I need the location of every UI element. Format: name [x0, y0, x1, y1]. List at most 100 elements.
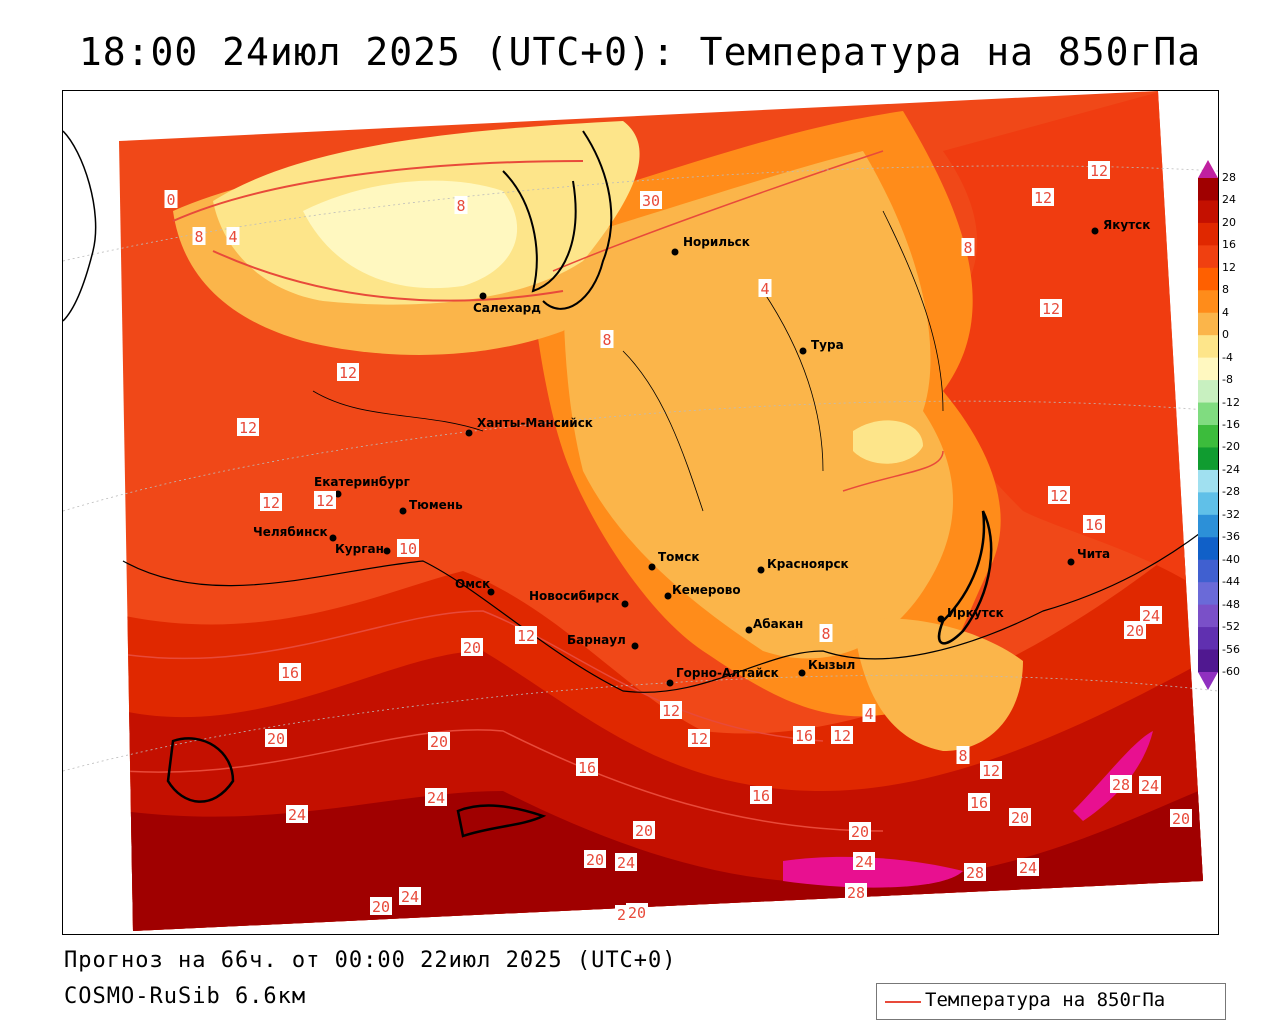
colorbar-band	[1198, 649, 1218, 673]
contour-label: 24	[401, 888, 419, 906]
contour-label-box	[1032, 188, 1054, 206]
contour-label: 8	[958, 747, 967, 765]
colorbar-band	[1198, 357, 1218, 381]
city-markers: Норильск Якутск Салехард Тура Ханты-Мансийск…	[253, 218, 1150, 687]
contour-label-box	[1009, 808, 1031, 826]
city-dot	[621, 600, 629, 608]
contour-label-box	[968, 793, 990, 811]
city-label: Кемерово	[672, 583, 741, 597]
contour-label: 12	[1042, 300, 1060, 318]
contour-label: 12	[1050, 487, 1068, 505]
contour-label: 24	[855, 853, 873, 871]
contour-label: 24	[1141, 777, 1159, 795]
contour-label: 12	[262, 494, 280, 512]
colorbar-tick-label: 24	[1222, 193, 1236, 207]
colorbar-tick-label: -8	[1222, 373, 1233, 387]
contour-label-box	[399, 887, 421, 905]
colorbar	[1198, 160, 1218, 690]
contour-label: 16	[752, 787, 770, 805]
contour-label: 12	[517, 627, 535, 645]
contour-line	[122, 729, 884, 832]
city-label: Томск	[658, 550, 700, 564]
contour-label-box	[845, 883, 867, 901]
colorbar-band	[1198, 178, 1218, 201]
contour-label: 20	[586, 851, 604, 869]
contour-label-box	[600, 330, 614, 348]
contour-label: 16	[281, 664, 299, 682]
contour-label: 8	[194, 228, 203, 246]
model-name: COSMO-RuSib 6.6км	[64, 984, 307, 1009]
contour-label-box	[862, 704, 876, 722]
colorbar-band	[1198, 267, 1218, 291]
contour-label-box	[397, 539, 419, 557]
contour-label-box	[1110, 775, 1132, 793]
contour-label-box	[758, 279, 772, 297]
contour-label-box	[1140, 606, 1162, 624]
colorbar-tick-label: 12	[1222, 260, 1236, 274]
city-dot	[799, 347, 807, 355]
city-label: Якутск	[1103, 218, 1150, 232]
colorbar-band	[1198, 312, 1218, 336]
contour-label-box	[279, 663, 301, 681]
city-dot	[664, 592, 672, 600]
colorbar-band	[1198, 200, 1218, 224]
contour-label: 8	[963, 239, 972, 257]
zone-central-cold	[853, 420, 923, 464]
legend: Температура на 850гПа	[876, 983, 1226, 1020]
contour-label-box	[425, 788, 447, 806]
colorbar-band	[1198, 425, 1218, 448]
contour-label: 20	[372, 898, 390, 916]
contour-label: 4	[864, 705, 873, 723]
contour-label: 28	[1112, 776, 1130, 794]
contour-label-box	[1083, 515, 1105, 533]
colorbar-band	[1198, 469, 1218, 493]
contour-label-box	[265, 729, 287, 747]
city-label: Иркутск	[947, 606, 1004, 620]
colorbar-band	[1198, 559, 1218, 583]
colorbar-tick-label: -32	[1222, 507, 1240, 521]
colorbar-tick-label: -48	[1222, 597, 1240, 611]
contour-label: 16	[795, 727, 813, 745]
contour-label-box	[428, 732, 450, 750]
contour-label: 8	[821, 625, 830, 643]
lake-baikal	[937, 510, 993, 645]
colorbar-tick-label: 20	[1222, 215, 1236, 229]
graticule-line	[63, 165, 1218, 262]
contour-line	[212, 250, 564, 302]
city-label: Горно-Алтайск	[676, 666, 779, 680]
contour-label: 30	[642, 192, 660, 210]
contour-line	[552, 150, 884, 272]
colorbar-tick-label: -52	[1222, 620, 1240, 634]
contour-label: 24	[617, 854, 635, 872]
contour-line	[842, 450, 944, 492]
city-label: Салехард	[473, 301, 541, 315]
contour-label: 12	[690, 730, 708, 748]
colorbar-tick-label: 4	[1222, 305, 1229, 319]
city-dot	[383, 547, 391, 555]
city-label: Курган	[335, 542, 384, 556]
city-dot	[798, 669, 806, 677]
contour-label: 12	[1090, 162, 1108, 180]
zone-mongolia	[853, 618, 1023, 751]
contour-label: 12	[833, 727, 851, 745]
colorbar-tick-label: -20	[1222, 440, 1240, 454]
city-label: Норильск	[683, 235, 750, 249]
contour-label: 20	[463, 639, 481, 657]
contour-label: 8	[456, 197, 465, 215]
contour-label-box	[849, 822, 871, 840]
contour-label: 12	[1034, 189, 1052, 207]
contour-label-box	[515, 626, 537, 644]
colorbar-band	[1198, 627, 1218, 651]
city-label: Кызыл	[808, 658, 855, 672]
contour-line	[119, 610, 824, 742]
temperature-map: Норильск Якутск Салехард Тура Ханты-Мансийск…	[63, 91, 1218, 931]
contour-label-box	[660, 701, 682, 719]
contour-line	[172, 160, 584, 222]
legend-label: Температура на 850гПа	[925, 989, 1166, 1011]
contour-label: 16	[578, 759, 596, 777]
colorbar-tick-label: 0	[1222, 328, 1229, 342]
contour-label-box	[260, 493, 282, 511]
map-title: 18:00 24июл 2025 (UTC+0): Температура на…	[78, 30, 1202, 74]
city-label: Омск	[455, 577, 490, 591]
contour-label: 24	[288, 806, 306, 824]
